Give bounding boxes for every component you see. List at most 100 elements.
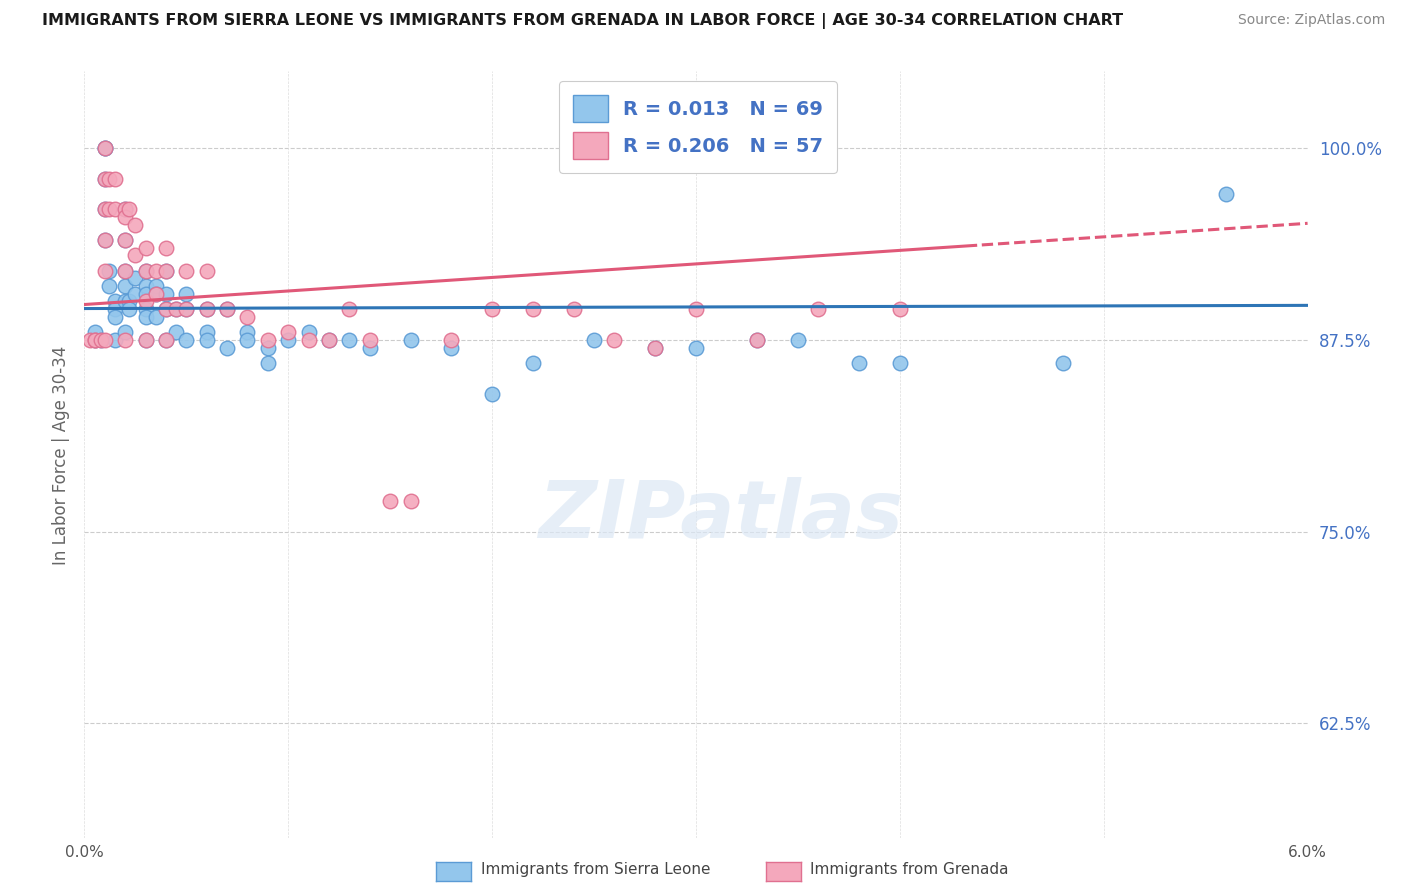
Point [318, 333, 340, 347]
Point [522, 356, 544, 370]
Point [165, 302, 187, 317]
Point [114, 333, 136, 347]
Text: Source: ZipAtlas.com: Source: ZipAtlas.com [1237, 13, 1385, 28]
Point [93, 264, 117, 278]
Point [747, 333, 769, 347]
Point [298, 333, 321, 347]
Point [155, 333, 177, 347]
Point [440, 333, 463, 347]
Point [807, 302, 830, 317]
Point [155, 241, 177, 255]
Point [114, 202, 136, 217]
Point [93, 141, 117, 155]
Point [747, 333, 769, 347]
Point [685, 341, 707, 355]
Point [145, 286, 167, 301]
Point [217, 302, 239, 317]
Point [889, 356, 911, 370]
Point [114, 279, 136, 293]
Point [124, 271, 146, 285]
Text: ZIPatlas: ZIPatlas [538, 477, 903, 556]
Point [195, 264, 218, 278]
Point [114, 233, 136, 247]
Point [257, 333, 280, 347]
Point [236, 310, 259, 324]
Point [195, 302, 218, 317]
Point [93, 233, 117, 247]
Point [93, 233, 117, 247]
Point [114, 264, 136, 278]
Point [339, 333, 361, 347]
Text: Immigrants from Grenada: Immigrants from Grenada [810, 863, 1008, 877]
Point [644, 341, 666, 355]
Point [90, 333, 112, 347]
Point [104, 310, 127, 324]
Point [399, 494, 422, 508]
Point [359, 333, 381, 347]
Point [97, 171, 120, 186]
Point [481, 386, 503, 401]
Point [104, 302, 127, 317]
Point [114, 210, 136, 224]
Point [257, 341, 280, 355]
Point [145, 310, 167, 324]
Point [93, 141, 117, 155]
Point [685, 302, 707, 317]
Point [124, 248, 146, 262]
Point [318, 333, 340, 347]
Point [83, 333, 105, 347]
Text: Immigrants from Sierra Leone: Immigrants from Sierra Leone [481, 863, 710, 877]
Point [93, 171, 117, 186]
Point [83, 333, 105, 347]
Point [359, 341, 381, 355]
Point [114, 325, 136, 339]
Point [176, 286, 198, 301]
Point [114, 233, 136, 247]
Point [481, 302, 503, 317]
Point [97, 202, 120, 217]
Point [114, 202, 136, 217]
Point [104, 202, 127, 217]
Point [135, 279, 157, 293]
Point [93, 202, 117, 217]
Point [236, 325, 259, 339]
Point [277, 325, 299, 339]
Point [217, 302, 239, 317]
Point [155, 302, 177, 317]
Point [339, 302, 361, 317]
Point [97, 279, 120, 293]
Point [236, 333, 259, 347]
Point [277, 333, 299, 347]
Point [93, 171, 117, 186]
Point [93, 202, 117, 217]
Point [155, 333, 177, 347]
Point [787, 333, 810, 347]
Point [217, 341, 239, 355]
Point [176, 302, 198, 317]
Point [195, 333, 218, 347]
Point [114, 294, 136, 309]
Point [155, 302, 177, 317]
Point [135, 286, 157, 301]
Point [145, 286, 167, 301]
Point [522, 302, 544, 317]
Point [889, 302, 911, 317]
Point [135, 310, 157, 324]
Point [195, 325, 218, 339]
Point [399, 333, 422, 347]
Point [97, 264, 120, 278]
Point [1052, 356, 1074, 370]
Point [135, 264, 157, 278]
Point [380, 494, 402, 508]
Point [298, 325, 321, 339]
Point [135, 302, 157, 317]
Point [165, 302, 187, 317]
Point [93, 141, 117, 155]
Point [118, 202, 141, 217]
Point [79, 333, 101, 347]
Point [135, 333, 157, 347]
Point [83, 333, 105, 347]
Point [135, 294, 157, 309]
Point [114, 264, 136, 278]
Point [155, 264, 177, 278]
